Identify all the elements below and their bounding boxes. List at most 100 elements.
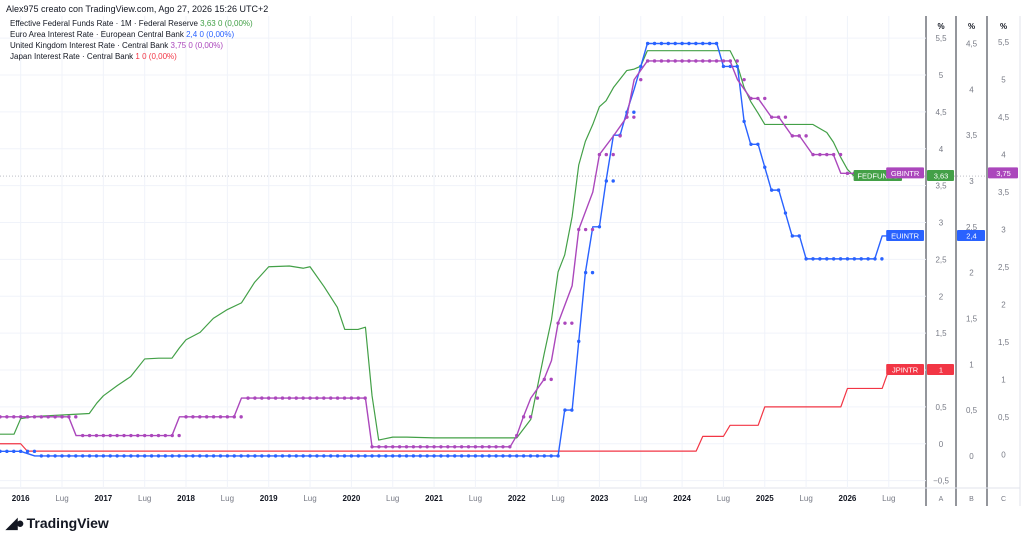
data-point-gbintr — [67, 415, 71, 419]
data-point-gbintr — [453, 445, 457, 449]
plot-area — [0, 16, 1020, 488]
data-point-gbintr — [280, 396, 285, 400]
data-point-gbintr — [618, 134, 622, 138]
data-point-euintr — [404, 454, 409, 458]
data-point-gbintr — [356, 396, 360, 400]
data-point-euintr — [349, 454, 354, 458]
data-point-gbintr — [735, 59, 739, 63]
series-line-gbintr[interactable] — [0, 60, 893, 448]
data-point-euintr — [880, 257, 884, 261]
x-tick-label: Lug — [717, 494, 730, 503]
pane-id-C: C — [1001, 496, 1006, 503]
data-point-gbintr — [232, 415, 236, 419]
data-point-gbintr — [246, 396, 250, 400]
data-point-gbintr — [204, 415, 209, 419]
x-tick-label: 2023 — [591, 494, 609, 503]
data-point-euintr — [838, 257, 843, 261]
x-tick-label: Lug — [221, 494, 234, 503]
data-point-euintr — [177, 454, 181, 458]
data-point-gbintr — [170, 433, 174, 438]
series-tag-fedfunds: FEDFUNDS — [857, 172, 898, 181]
data-point-euintr — [611, 179, 615, 183]
data-point-euintr — [74, 454, 78, 458]
data-point-gbintr — [687, 59, 691, 63]
series-line-jpintr[interactable] — [0, 369, 893, 452]
data-point-gbintr — [570, 321, 574, 325]
data-point-gbintr — [783, 115, 788, 119]
tradingview-logo[interactable]: ◢● TradingView — [6, 514, 109, 532]
y-tick-label: 0 — [969, 452, 974, 461]
axis-value-bg-fedfunds — [927, 170, 954, 182]
data-point-euintr — [466, 454, 471, 458]
data-point-euintr — [859, 257, 863, 261]
axis-value-euintr: 2,4 — [966, 231, 976, 240]
data-point-euintr — [273, 454, 278, 458]
x-tick-label: 2016 — [12, 494, 30, 503]
data-point-gbintr — [625, 115, 629, 119]
data-point-euintr — [211, 454, 216, 458]
data-point-gbintr — [377, 445, 381, 449]
series-line-fedfunds[interactable] — [0, 50, 893, 441]
legend-value: 3,75 — [170, 41, 187, 50]
y-tick-label: 3,5 — [935, 182, 947, 191]
data-point-gbintr — [742, 77, 746, 82]
data-point-gbintr — [418, 445, 422, 449]
data-point-euintr — [94, 454, 99, 458]
data-point-gbintr — [267, 396, 271, 400]
y-tick-label: 1,5 — [998, 338, 1010, 347]
data-point-gbintr — [528, 415, 533, 419]
data-point-euintr — [239, 454, 243, 458]
data-point-gbintr — [763, 96, 767, 101]
y-tick-label: 1,5 — [966, 314, 978, 323]
legend-row-jp[interactable]: Japan Interest Rate · Central Bank 1 0 (… — [10, 51, 253, 62]
data-point-euintr — [666, 41, 671, 46]
axis-value-fedfunds: 3,63 — [934, 172, 949, 181]
series-tag-euintr: EUINTR — [891, 231, 920, 240]
data-point-euintr — [87, 454, 92, 458]
data-point-euintr — [108, 454, 112, 458]
data-point-euintr — [652, 41, 657, 46]
data-point-gbintr — [818, 152, 822, 157]
series-tag-bg-gbintr — [886, 167, 924, 179]
data-point-euintr — [122, 454, 126, 458]
data-point-gbintr — [363, 396, 367, 400]
data-point-gbintr — [315, 396, 319, 400]
data-point-euintr — [742, 119, 746, 124]
data-point-gbintr — [142, 433, 147, 438]
y-tick-label: 0,5 — [966, 406, 978, 415]
data-point-euintr — [570, 408, 574, 412]
data-point-gbintr — [721, 59, 726, 63]
axis-value-jpintr: 1 — [939, 366, 943, 375]
data-point-gbintr — [218, 415, 223, 419]
data-point-gbintr — [652, 59, 657, 63]
y-tick-label: 3,5 — [998, 188, 1010, 197]
data-point-euintr — [391, 454, 395, 458]
data-point-gbintr — [239, 415, 243, 419]
x-tick-label: Lug — [799, 494, 812, 503]
data-point-gbintr — [473, 445, 478, 449]
data-point-euintr — [301, 454, 305, 458]
legend-row-eur[interactable]: Euro Area Interest Rate · European Centr… — [10, 29, 253, 40]
data-point-gbintr — [838, 152, 843, 157]
legend-row-fed[interactable]: Effective Federal Funds Rate · 1M · Fede… — [10, 18, 253, 29]
data-point-gbintr — [384, 445, 388, 449]
data-point-euintr — [32, 449, 37, 454]
y-tick-label: 4,5 — [998, 113, 1010, 122]
data-point-gbintr — [12, 415, 16, 419]
data-point-euintr — [521, 454, 526, 458]
data-point-gbintr — [53, 415, 57, 419]
legend-row-gb[interactable]: United Kingdom Interest Rate · Central B… — [10, 40, 253, 51]
data-point-gbintr — [225, 415, 230, 419]
y-tick-label: 4 — [1001, 151, 1006, 160]
data-point-gbintr — [501, 445, 505, 449]
data-point-gbintr — [645, 59, 650, 63]
data-point-gbintr — [46, 415, 50, 419]
data-point-gbintr — [156, 433, 161, 438]
data-point-gbintr — [39, 415, 44, 419]
data-point-euintr — [136, 454, 140, 458]
data-point-euintr — [542, 454, 547, 458]
x-tick-label: 2021 — [425, 494, 443, 503]
x-tick-label: 2022 — [508, 494, 526, 503]
legend-value: 2,4 — [186, 30, 198, 39]
